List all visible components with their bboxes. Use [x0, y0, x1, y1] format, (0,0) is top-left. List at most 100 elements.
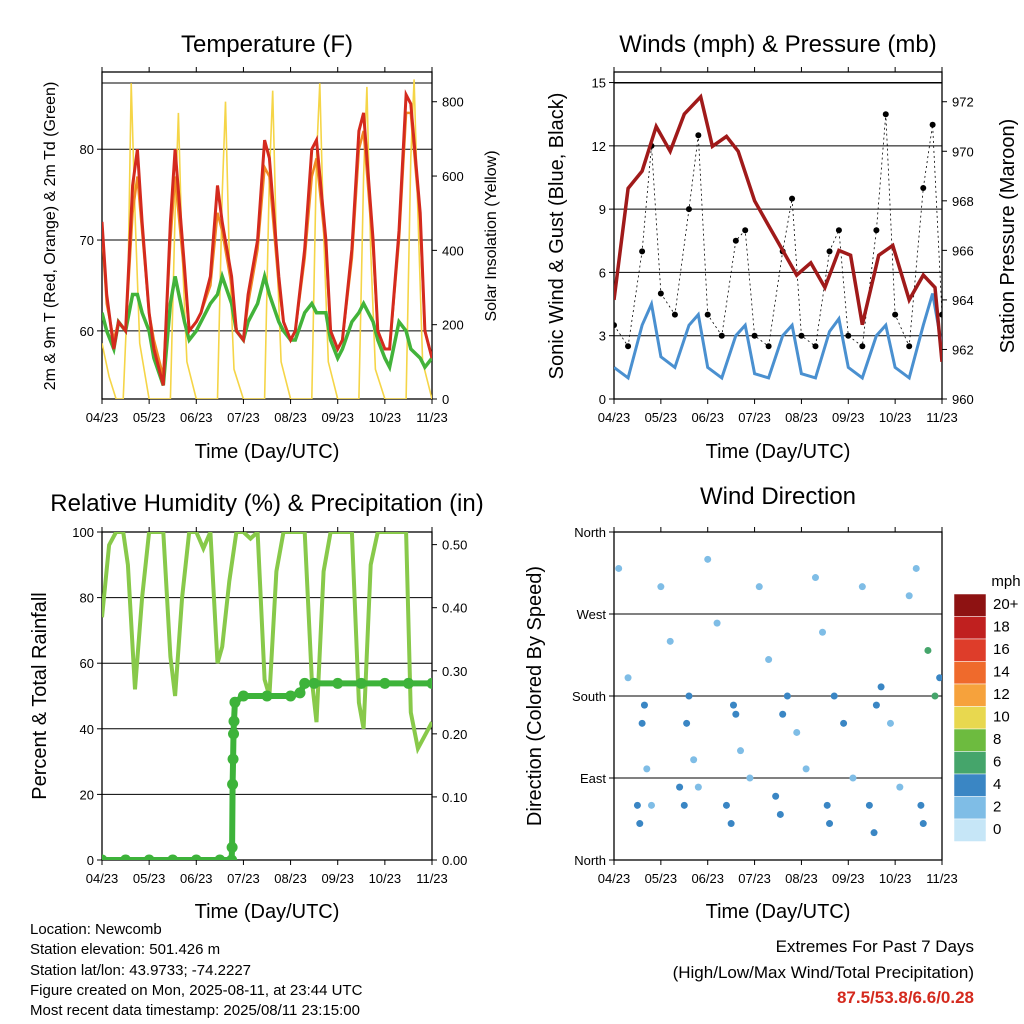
gust-trace	[614, 114, 942, 348]
precipitation-point	[228, 728, 240, 740]
direction-y-label: Direction (Colored By Speed)	[524, 566, 546, 826]
direction-point	[811, 574, 819, 582]
temperature-x-label: Time (Day/UTC)	[195, 441, 340, 463]
direction-point	[636, 820, 644, 828]
precipitation-point	[120, 854, 132, 860]
winds-chart-title: Winds (mph) & Pressure (mb)	[619, 31, 936, 58]
humidity-chart-title: Relative Humidity (%) & Precipitation (i…	[50, 490, 483, 517]
humidity-x-label: Time (Day/UTC)	[195, 901, 340, 923]
y-tick-label: 80	[80, 591, 94, 606]
winds-x-label: Time (Day/UTC)	[706, 441, 851, 463]
plot-frame	[101, 531, 433, 861]
y-tick-label: 40	[80, 722, 94, 737]
gust-point	[939, 311, 942, 318]
colorbar-label: 4	[993, 776, 1001, 793]
direction-point	[877, 683, 885, 691]
temperature-chart-title: Temperature (F)	[181, 31, 353, 58]
colorbar-label: 10	[993, 709, 1010, 726]
chart-1-axes: 0 3 6 9 12 15 960 962 964 966 968 970 972 04/23 05/23 0…	[592, 67, 974, 425]
y-tick-label-right: 972	[952, 95, 974, 110]
x-tick-label: 10/23	[879, 871, 912, 886]
direction-point	[633, 801, 641, 809]
colorbar-label: 6	[993, 754, 1001, 771]
y-tick-label-right: 600	[442, 169, 464, 184]
direction-point	[666, 637, 674, 645]
y-tick-label-right: 970	[952, 144, 974, 159]
station-location: Location: Newcomb	[30, 921, 162, 938]
sonic-wind-line	[614, 293, 942, 381]
x-tick-label: 07/23	[227, 871, 260, 886]
y-tick-label-right: 0	[442, 392, 449, 407]
extremes-subtitle: (High/Low/Max Wind/Total Precipitation)	[672, 962, 974, 982]
direction-point	[779, 710, 787, 718]
colorbar-swatch	[953, 796, 987, 820]
x-tick-label: 10/23	[369, 410, 402, 425]
y-tick-label: West	[577, 607, 607, 622]
direction-point	[793, 728, 801, 736]
precipitation-point	[355, 677, 367, 689]
x-tick-label: 10/23	[369, 871, 402, 886]
temperature-series	[102, 79, 432, 399]
direction-point	[936, 674, 942, 682]
gust-point	[732, 237, 739, 244]
direction-point	[840, 719, 848, 727]
x-tick-label: 04/23	[86, 410, 119, 425]
precipitation-point	[102, 854, 108, 860]
direction-point	[830, 692, 838, 700]
direction-point	[624, 674, 632, 682]
direction-point	[917, 801, 925, 809]
gust-point	[812, 343, 819, 350]
colorbar-label: 0	[993, 821, 1001, 838]
x-tick-label: 08/23	[785, 410, 818, 425]
precipitation-point	[214, 854, 226, 860]
direction-point	[685, 692, 693, 700]
direction-point	[647, 801, 655, 809]
extremes-title: Extremes For Past 7 Days	[775, 937, 974, 956]
direction-point	[849, 774, 857, 782]
precipitation-point	[285, 690, 297, 702]
extremes-values: 87.5/53.8/6.6/0.28	[836, 988, 974, 1007]
chart-3-axes: North East South West North 04/23 05/23 06/23 07…	[572, 525, 958, 886]
gust-point	[789, 195, 796, 202]
direction-point	[896, 783, 904, 791]
y-tick-label-right: 800	[442, 95, 464, 110]
chart-2-axes: 0 20 40 60 80 100 0.00 0.10 0.20 0.30 0.40 0.50 04/2…	[72, 525, 467, 886]
colorbar-label: 14	[993, 664, 1010, 681]
x-tick-label: 06/23	[180, 871, 213, 886]
direction-point	[713, 619, 721, 627]
y-tick-label: 100	[72, 525, 94, 540]
precipitation-point	[402, 677, 414, 689]
station-elevation: Station elevation: 501.426 m	[30, 941, 221, 959]
direction-point	[676, 783, 684, 791]
direction-point	[783, 692, 791, 700]
precipitation-point	[228, 715, 240, 727]
direction-point	[872, 701, 880, 709]
precipitation-point	[379, 677, 391, 689]
y-tick-label: 70	[80, 233, 94, 248]
direction-point	[746, 774, 754, 782]
precipitation-point	[229, 696, 241, 708]
colorbar-title: mph	[991, 573, 1020, 590]
precipitation-point	[261, 690, 273, 702]
colorbar-swatch	[953, 593, 987, 617]
x-tick-label: 08/23	[785, 871, 818, 886]
direction-point	[776, 810, 784, 818]
y-tick-label: 0	[87, 853, 94, 868]
temperature-y-label: 2m & 9m T (Red, Orange) & 2m Td (Green)	[42, 82, 59, 391]
direction-point	[737, 747, 745, 755]
gust-point	[929, 121, 936, 128]
direction-chart-title: Wind Direction	[700, 483, 856, 510]
colorbar-swatch	[953, 706, 987, 730]
direction-point	[638, 719, 646, 727]
x-tick-label: 05/23	[133, 871, 166, 886]
gust-point	[835, 227, 842, 234]
y-tick-label: North	[574, 853, 606, 868]
direction-point	[704, 555, 712, 563]
direction-point	[823, 801, 831, 809]
y-tick-label-right: 400	[442, 243, 464, 258]
colorbar-label: 16	[993, 641, 1010, 658]
y-tick-label-right: 0.40	[442, 601, 467, 616]
x-tick-label: 08/23	[274, 410, 307, 425]
precipitation-point	[167, 854, 179, 860]
x-tick-label: 07/23	[738, 871, 771, 886]
